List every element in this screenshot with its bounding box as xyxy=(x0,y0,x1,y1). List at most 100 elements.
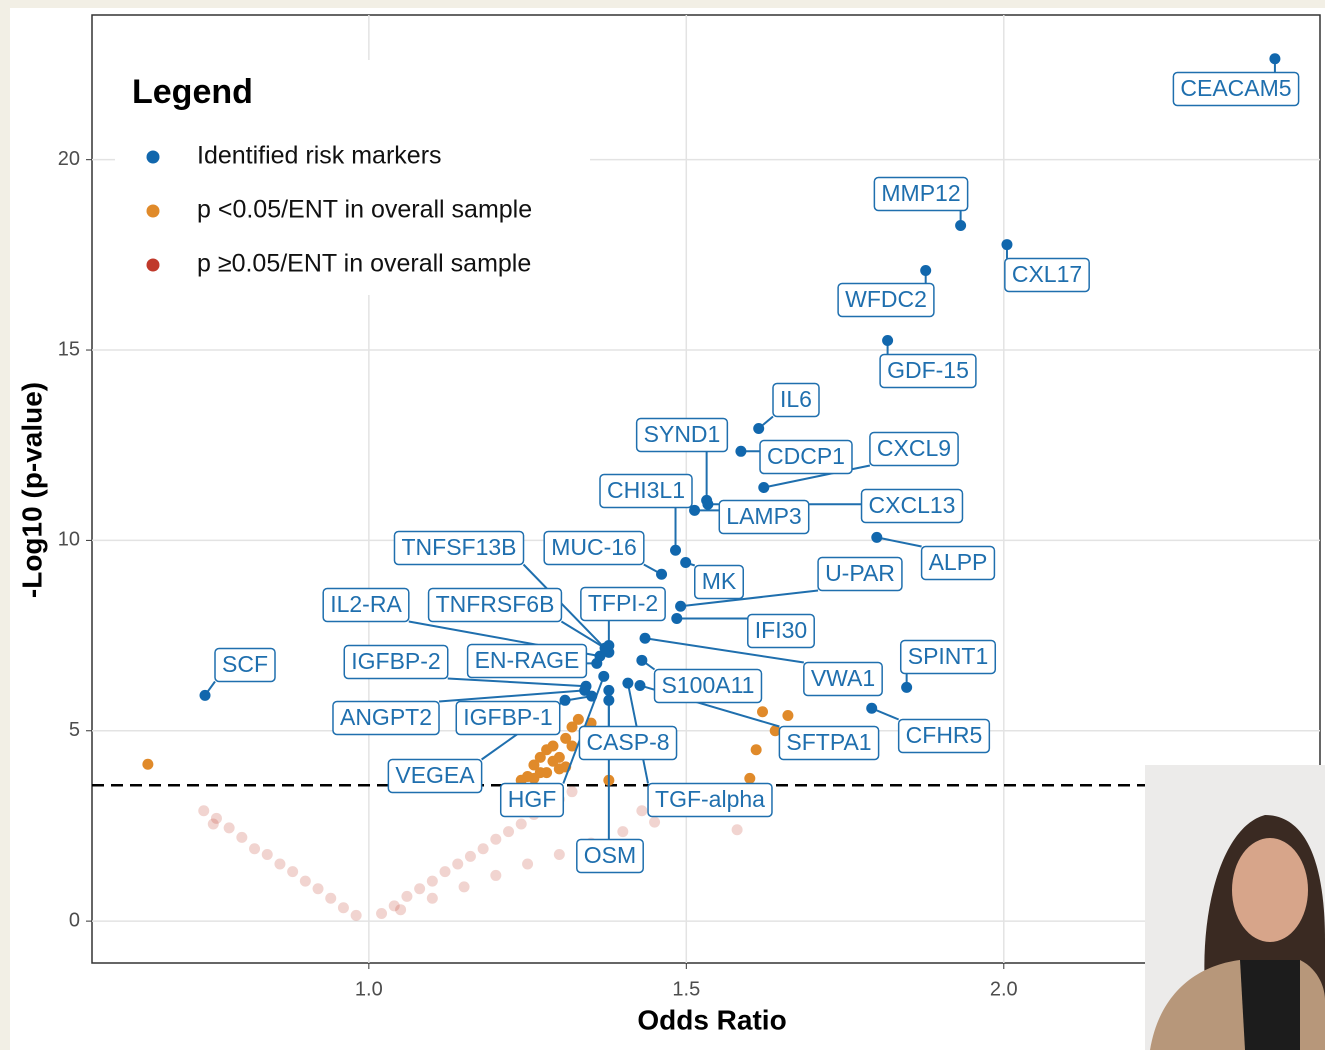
point-label: IL6 xyxy=(780,386,812,412)
point xyxy=(603,695,614,706)
point xyxy=(636,655,647,666)
point xyxy=(689,505,700,516)
point xyxy=(490,834,501,845)
point xyxy=(1269,53,1280,64)
point xyxy=(452,859,463,870)
point xyxy=(567,786,578,797)
point xyxy=(871,532,882,543)
x-tick-label: 2.0 xyxy=(990,978,1018,1000)
point xyxy=(671,613,682,624)
point xyxy=(440,866,451,877)
point-label: CFHR5 xyxy=(906,722,983,748)
page: {"chart_data": { "type": "scatter", "xla… xyxy=(0,0,1325,1050)
point xyxy=(866,703,877,714)
point-label: ANGPT2 xyxy=(340,704,432,730)
point-label: CDCP1 xyxy=(767,443,845,469)
y-tick-label: 10 xyxy=(58,529,80,551)
point xyxy=(758,482,769,493)
point-label: S100A11 xyxy=(662,672,755,698)
legend-label: p ≥0.05/ENT in overall sample xyxy=(197,250,531,278)
point-label: CXCL13 xyxy=(869,492,956,518)
point xyxy=(586,691,597,702)
point xyxy=(640,633,651,644)
point-label: TGF-alpha xyxy=(655,786,765,812)
point-label: VWA1 xyxy=(811,665,875,691)
point xyxy=(427,876,438,887)
point xyxy=(351,910,362,921)
point xyxy=(600,643,611,654)
point xyxy=(573,714,584,725)
point xyxy=(376,908,387,919)
point-label: WFDC2 xyxy=(845,286,927,312)
legend-label: Identified risk markers xyxy=(197,142,442,170)
point xyxy=(224,822,235,833)
legend-title: Legend xyxy=(132,73,253,111)
point xyxy=(753,423,764,434)
point xyxy=(522,859,533,870)
point xyxy=(670,545,681,556)
point-label: TNFRSF6B xyxy=(436,591,555,617)
legend-marker xyxy=(147,259,160,272)
point-label: TNFSF13B xyxy=(401,534,516,560)
point xyxy=(656,569,667,580)
point xyxy=(541,767,552,778)
point xyxy=(751,744,762,755)
point xyxy=(901,682,912,693)
point xyxy=(554,849,565,860)
point-label: VEGEA xyxy=(395,762,475,788)
y-tick-label: 0 xyxy=(69,909,80,931)
point-label: CEACAM5 xyxy=(1180,75,1291,101)
point xyxy=(142,759,153,770)
point xyxy=(547,740,558,751)
point xyxy=(427,893,438,904)
point xyxy=(528,773,539,784)
point-label: LAMP3 xyxy=(726,503,801,529)
point xyxy=(702,499,713,510)
point xyxy=(516,819,527,830)
point xyxy=(274,859,285,870)
x-tick-label: 1.5 xyxy=(672,978,700,1000)
chart: CEACAM5MMP12CXL17WFDC2GDF-15IL6SYND1CDCP… xyxy=(0,0,1325,1050)
point xyxy=(636,805,647,816)
point xyxy=(649,817,660,828)
point xyxy=(591,658,602,669)
point-label: CASP-8 xyxy=(586,729,669,755)
point xyxy=(757,706,768,717)
point xyxy=(603,685,614,696)
point xyxy=(735,446,746,457)
point xyxy=(782,710,793,721)
point xyxy=(920,265,931,276)
point-label: HGF xyxy=(508,786,557,812)
point xyxy=(634,680,645,691)
point xyxy=(882,335,893,346)
point-label: GDF-15 xyxy=(887,357,969,383)
point-label: OSM xyxy=(584,842,636,868)
point xyxy=(414,883,425,894)
photo-sweater xyxy=(1240,960,1300,1050)
point xyxy=(287,866,298,877)
point xyxy=(1001,239,1012,250)
point xyxy=(262,849,273,860)
x-axis-title: Odds Ratio xyxy=(637,1004,786,1035)
point xyxy=(325,893,336,904)
point-label: EN-RAGE xyxy=(475,647,580,673)
point xyxy=(617,826,628,837)
point xyxy=(198,805,209,816)
point xyxy=(598,671,609,682)
point-label: SCF xyxy=(222,651,268,677)
point xyxy=(401,891,412,902)
point xyxy=(200,690,211,701)
point xyxy=(338,902,349,913)
photo xyxy=(1145,765,1325,1050)
point xyxy=(300,876,311,887)
point xyxy=(465,851,476,862)
point xyxy=(955,220,966,231)
point-label: IFI30 xyxy=(755,617,807,643)
legend-label: p <0.05/ENT in overall sample xyxy=(197,196,532,224)
point-label: SFTPA1 xyxy=(786,729,871,755)
y-tick-label: 20 xyxy=(58,148,80,170)
point xyxy=(680,557,691,568)
point-label: CHI3L1 xyxy=(607,477,685,503)
point-label: TFPI-2 xyxy=(588,590,658,616)
point xyxy=(622,678,633,689)
